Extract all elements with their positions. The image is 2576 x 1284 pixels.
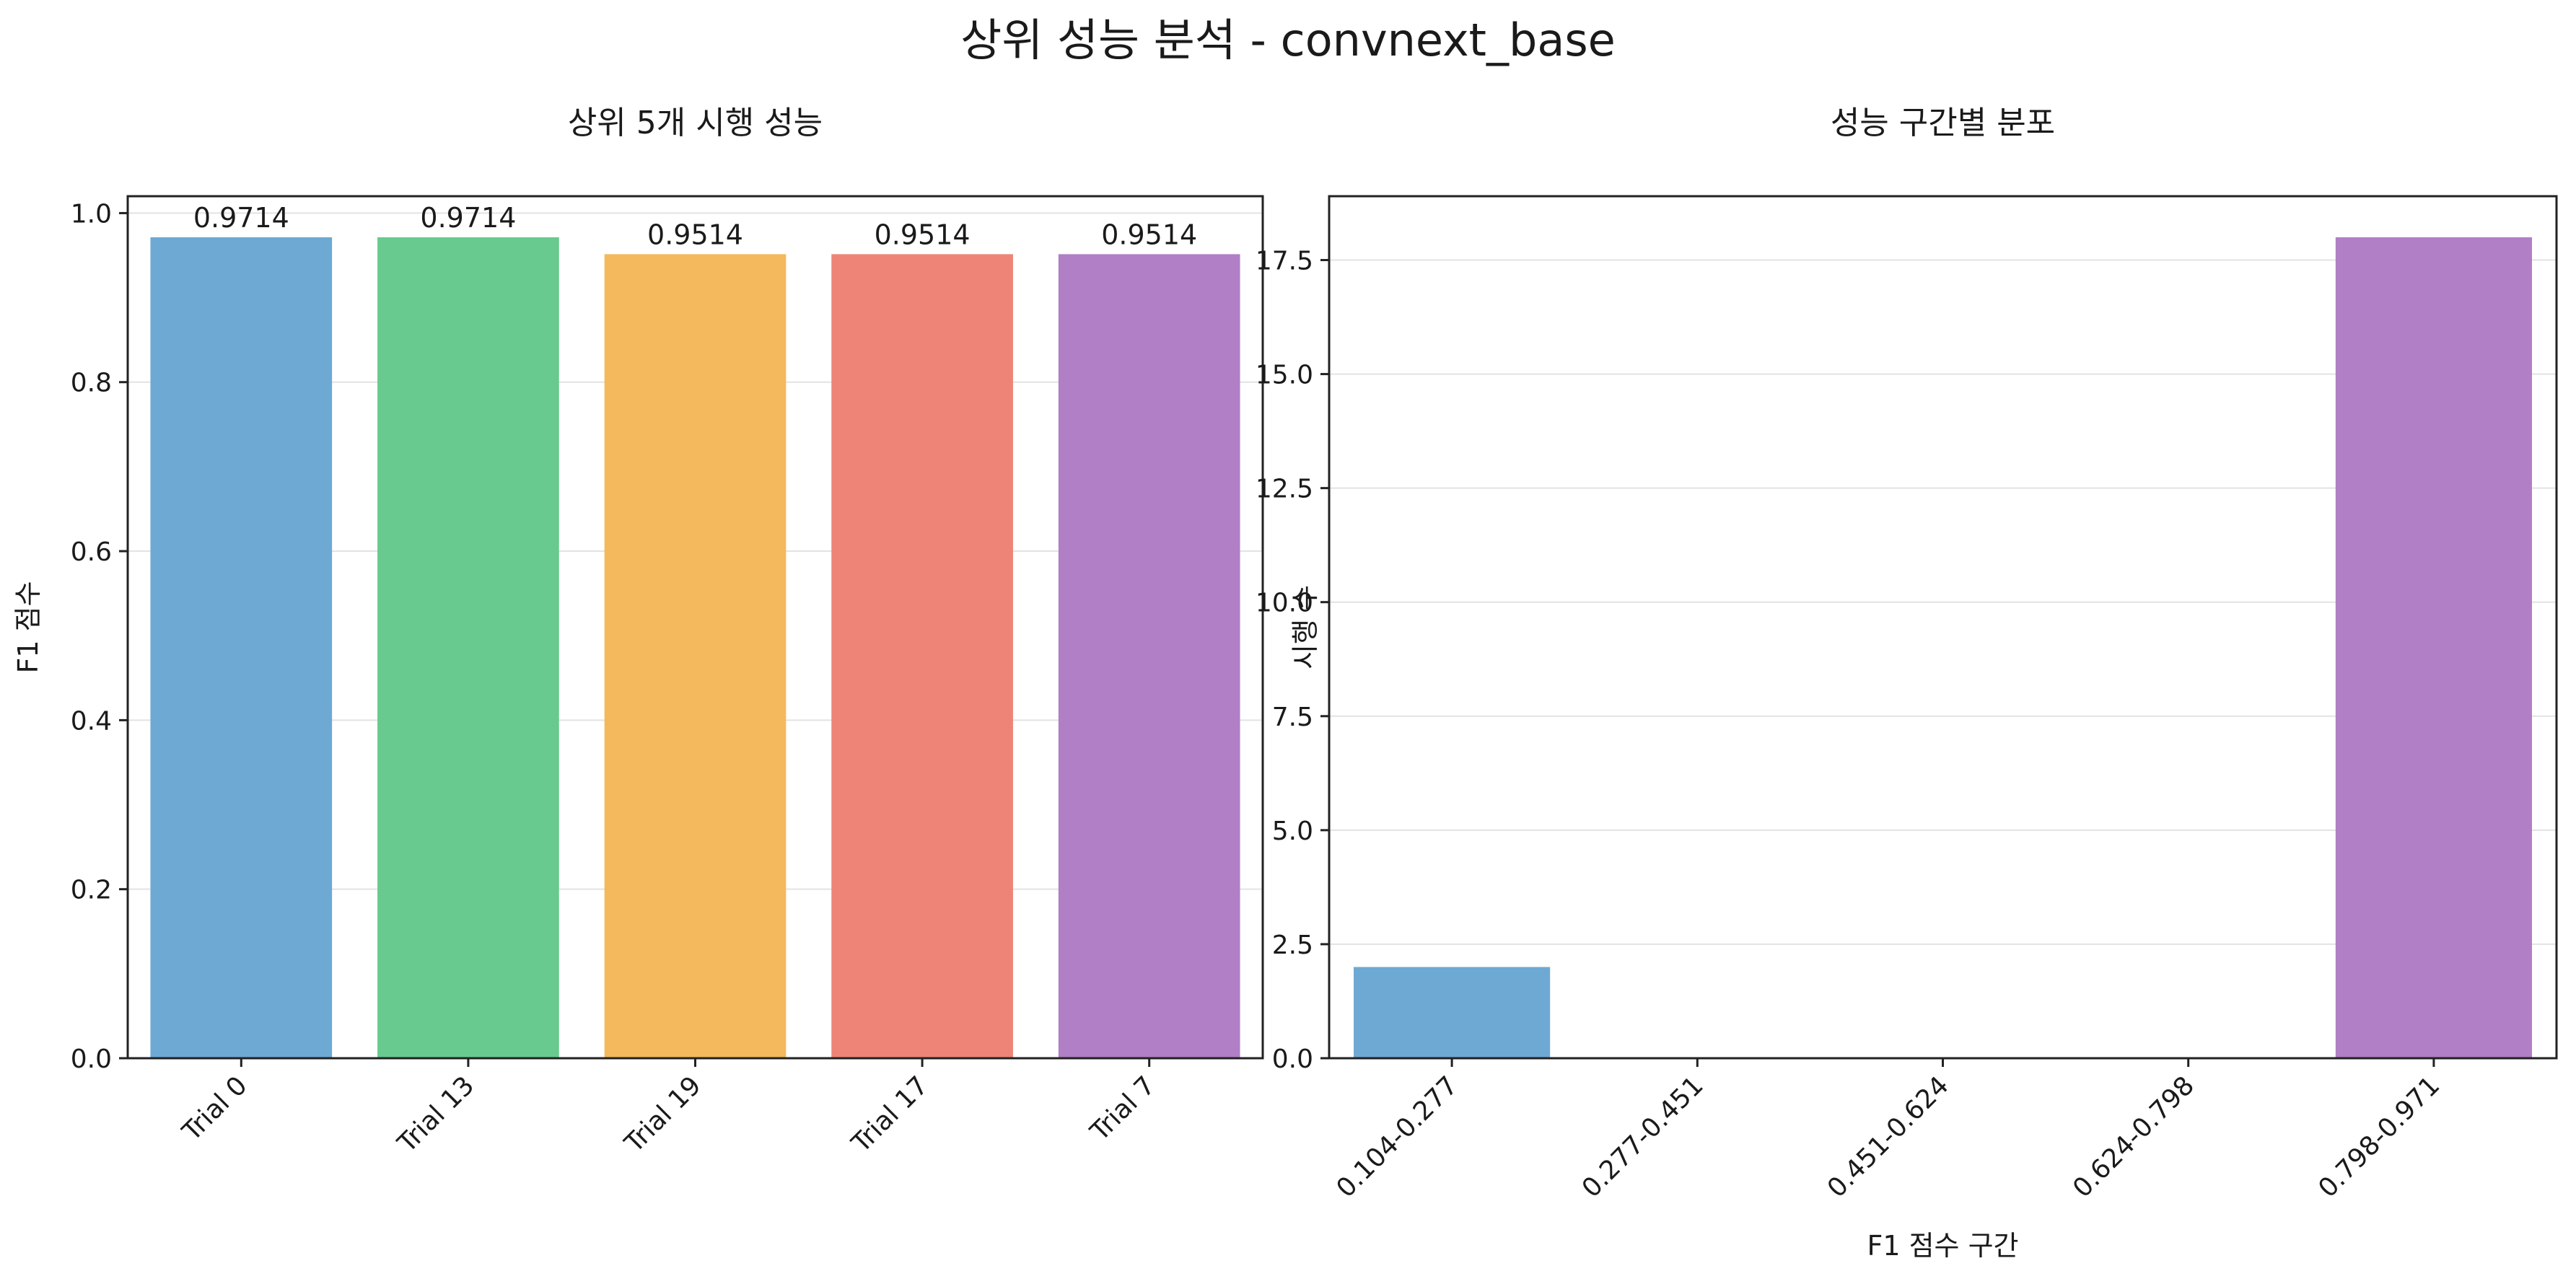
y-tick-label: 0.0 bbox=[1272, 1045, 1313, 1074]
y-tick-label: 0.2 bbox=[71, 876, 112, 905]
bar-value-label: 0.9714 bbox=[193, 202, 289, 234]
x-tick-label: Trial 17 bbox=[846, 1070, 934, 1158]
y-axis-label: 시행 수 bbox=[1289, 585, 1321, 669]
y-tick-label: 2.5 bbox=[1272, 931, 1313, 960]
figure-title: 상위 성능 분석 - convnext_base bbox=[960, 14, 1616, 66]
bar-value-label: 0.9514 bbox=[1101, 219, 1197, 250]
chart-top-trials: 상위 5개 시행 성능 0.9714 0.9714 0.9514 0.9514 0.951… bbox=[12, 105, 1264, 1159]
x-tick-label: 0.277-0.451 bbox=[1577, 1070, 1709, 1203]
chart-title: 상위 5개 시행 성능 bbox=[568, 105, 823, 141]
bar-trial-7 bbox=[1058, 254, 1240, 1058]
y-tick-label: 7.5 bbox=[1272, 703, 1313, 732]
y-tick-label: 0.4 bbox=[71, 706, 112, 736]
y-tick-label: 17.5 bbox=[1256, 247, 1313, 276]
x-axis-label: F1 점수 구간 bbox=[1867, 1230, 2018, 1262]
chart-title: 성능 구간별 분포 bbox=[1831, 105, 2055, 141]
x-tick-label: 0.451-0.624 bbox=[1822, 1070, 1955, 1203]
y-tick-label: 15.0 bbox=[1256, 361, 1313, 390]
y-tick-label: 10.0 bbox=[1256, 589, 1313, 618]
bar-0-104-0-277 bbox=[1354, 967, 1551, 1058]
bar-value-label: 0.9714 bbox=[420, 202, 516, 234]
bar-trial-0 bbox=[150, 237, 333, 1058]
y-axis-label: F1 점수 bbox=[12, 581, 44, 673]
bar-value-label: 0.9514 bbox=[875, 219, 971, 250]
bar-trial-17 bbox=[831, 254, 1013, 1058]
y-tick-label: 0.0 bbox=[71, 1045, 112, 1074]
chart-score-distribution: 성능 구간별 분포 0.0 2.5 5.0 7.5 10.0 12.5 15.0 17.5 0.1… bbox=[1256, 105, 2558, 1262]
y-tick-label: 12.5 bbox=[1256, 475, 1313, 504]
bar-value-label: 0.9514 bbox=[647, 219, 743, 250]
x-tick-label: 0.104-0.277 bbox=[1331, 1070, 1464, 1203]
x-tick-label: 0.624-0.798 bbox=[2067, 1070, 2200, 1203]
y-tick-label: 0.6 bbox=[71, 537, 112, 567]
bar-0-798-0-971 bbox=[2335, 237, 2532, 1058]
x-tick-label: Trial 13 bbox=[392, 1070, 480, 1158]
x-tick-label: Trial 0 bbox=[177, 1070, 253, 1147]
x-tick-label: Trial 19 bbox=[619, 1070, 707, 1158]
y-tick-label: 0.8 bbox=[71, 369, 112, 398]
y-tick-label: 1.0 bbox=[71, 199, 112, 229]
y-tick-label: 5.0 bbox=[1272, 817, 1313, 846]
x-tick-label: Trial 7 bbox=[1085, 1070, 1161, 1147]
bar-trial-19 bbox=[604, 254, 787, 1058]
bar-trial-13 bbox=[377, 237, 559, 1058]
x-tick-label: 0.798-0.971 bbox=[2313, 1070, 2445, 1203]
